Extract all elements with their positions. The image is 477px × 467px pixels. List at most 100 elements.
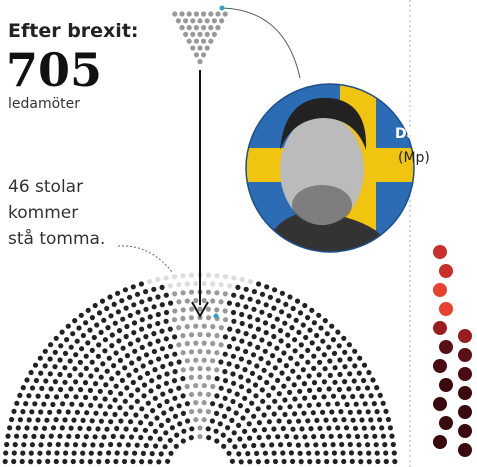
seat-dot <box>2 458 8 465</box>
seat-dot <box>266 392 272 398</box>
seat-dot <box>165 458 171 464</box>
seat-dot <box>274 316 280 322</box>
seat-dot <box>43 378 49 384</box>
seat-dot <box>371 401 377 407</box>
seat-dot <box>239 277 245 283</box>
seat-dot <box>295 442 301 448</box>
seat-dot <box>163 275 169 281</box>
seat-dot <box>347 371 353 377</box>
seat-dot <box>171 317 178 323</box>
seat-dot <box>214 333 220 339</box>
seat-dot <box>142 427 148 433</box>
seat-dot <box>242 395 248 401</box>
seat-dot <box>348 450 355 456</box>
seat-dot <box>262 348 268 354</box>
seat-dot <box>286 441 292 448</box>
seat-dot <box>139 406 145 412</box>
seat-dot <box>156 374 162 380</box>
seat-dot <box>188 349 195 355</box>
seat-dot <box>356 370 362 376</box>
seat-dot <box>81 442 87 448</box>
seat-dot <box>77 425 83 431</box>
seat-dot <box>76 325 82 331</box>
seat-dot <box>231 336 237 342</box>
seat-dot <box>292 348 298 354</box>
seat-dot <box>272 365 278 371</box>
seat-dot <box>102 337 108 343</box>
seat-dot <box>252 382 259 388</box>
seat-dot <box>235 302 241 308</box>
seat-dot <box>78 372 84 378</box>
seat-dot <box>245 378 251 384</box>
seat-dot <box>139 459 145 465</box>
seat-dot <box>139 344 145 350</box>
seat-dot <box>184 298 190 304</box>
seat-dot <box>127 341 134 347</box>
seat-dot <box>85 340 91 346</box>
seat-dot <box>296 374 302 380</box>
seat-dot <box>180 410 186 416</box>
seat-dot <box>218 359 224 365</box>
seat-dot <box>116 338 122 344</box>
seat-count: 705 <box>6 43 102 97</box>
seat-dot <box>242 367 248 373</box>
seat-dot <box>205 366 211 372</box>
seat-dot <box>184 358 190 364</box>
seat-dot <box>274 345 280 351</box>
seat-dot <box>163 430 169 436</box>
seat-dot <box>239 294 245 300</box>
seat-dot <box>259 309 265 315</box>
seat-dot <box>148 421 154 427</box>
seat-dot <box>281 350 287 356</box>
seat-dot <box>235 328 241 334</box>
seat-dot <box>105 325 111 331</box>
seat-dot <box>374 385 380 391</box>
seat-dot <box>284 433 290 439</box>
seat-dot <box>69 401 75 407</box>
seat-dot <box>303 334 309 341</box>
seat-dot <box>372 433 378 439</box>
seat-dot <box>261 427 267 433</box>
seat-dot <box>104 426 110 432</box>
seat-dot <box>292 396 298 402</box>
seat-dot <box>37 450 43 456</box>
seat-dot <box>366 369 372 376</box>
seat-dot <box>326 386 332 392</box>
seat-dot <box>266 404 272 410</box>
seat-dot <box>137 375 143 381</box>
seat-dot <box>265 434 272 440</box>
seat-dot <box>11 408 17 414</box>
seat-dot <box>139 326 145 332</box>
note-line: kommer <box>8 203 78 223</box>
seat-dot <box>220 432 226 438</box>
seat-dot <box>361 377 367 384</box>
seat-dot <box>433 435 447 449</box>
seat-dot <box>201 383 207 389</box>
seat-dot <box>350 393 356 400</box>
seat-dot <box>96 342 102 348</box>
seat-dot <box>168 361 174 367</box>
seat-dot <box>78 387 84 393</box>
seat-dot <box>67 372 73 378</box>
seat-dot <box>252 427 258 433</box>
seat-dot <box>52 349 58 355</box>
seat-dot <box>364 385 371 391</box>
seat-dot <box>215 11 221 17</box>
seat-dot <box>307 387 313 393</box>
portrait-frame <box>245 83 415 253</box>
seat-dot <box>48 386 54 392</box>
seat-dot <box>361 425 367 431</box>
seat-dot <box>113 350 119 356</box>
seat-dot <box>297 388 303 394</box>
seat-dot <box>246 388 252 394</box>
seat-dot <box>226 343 232 350</box>
seat-dot <box>180 438 186 444</box>
seat-dot <box>201 400 207 406</box>
seat-dot <box>226 300 232 306</box>
seat-dot <box>214 350 220 356</box>
seat-dot <box>277 357 283 363</box>
seat-dot <box>188 374 194 380</box>
seat-dot <box>17 392 23 398</box>
seat-dot <box>197 391 203 397</box>
seat-dot <box>169 425 175 431</box>
